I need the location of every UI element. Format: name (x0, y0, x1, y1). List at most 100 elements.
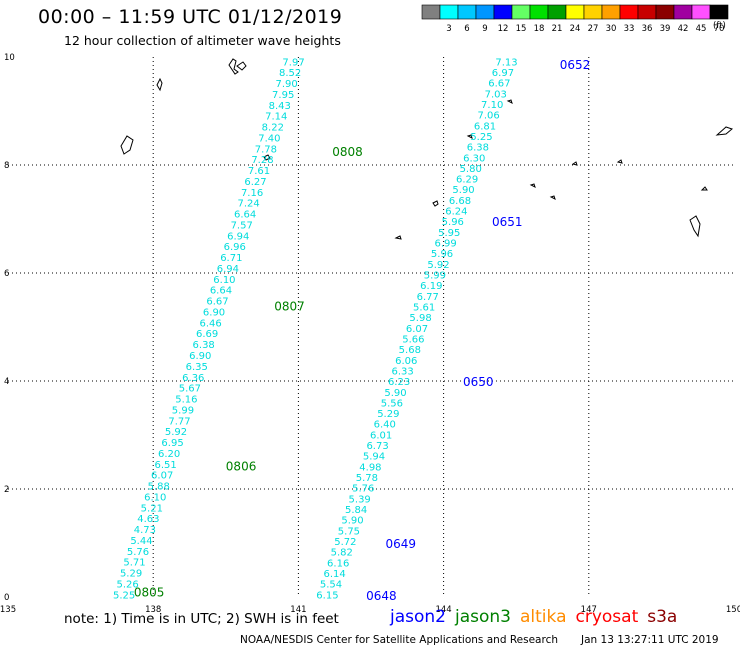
island-outline (396, 236, 401, 239)
wave-height-reading: 5.99 (172, 405, 194, 416)
wave-height-reading: 7.61 (248, 166, 270, 177)
satellite-legend: jason2 jason3 altika cryosat s3a (390, 607, 686, 627)
wave-height-reading: 6.90 (189, 351, 211, 362)
wave-height-reading: 6.64 (210, 286, 232, 297)
wave-height-reading: 6.64 (234, 210, 256, 221)
wave-height-reading: 6.33 (392, 366, 414, 377)
lat-tick-label: 4 (4, 377, 9, 387)
lat-tick-label: 8 (4, 161, 9, 171)
wave-height-reading: 7.57 (231, 220, 253, 231)
wave-height-reading: 5.96 (431, 249, 453, 260)
wave-height-reading: 7.28 (251, 155, 273, 166)
wave-height-reading: 6.38 (467, 143, 489, 154)
wave-height-reading: 5.71 (123, 558, 145, 569)
wave-height-reading: 5.90 (341, 516, 363, 527)
wave-height-reading: 6.16 (327, 558, 349, 569)
wave-height-reading: 6.94 (227, 231, 249, 242)
island-outline (618, 160, 622, 163)
wave-height-reading: 6.77 (417, 292, 439, 303)
wave-height-reading: 6.24 (445, 207, 467, 218)
wave-height-reading: 5.39 (349, 494, 371, 505)
wave-height-reading: 4.98 (359, 462, 381, 473)
wave-height-reading: 5.25 (113, 590, 135, 601)
island-outline (573, 162, 577, 165)
wave-height-reading: 6.51 (155, 460, 177, 471)
wave-height-map: 135 138 141 144 147 1500246810 5.255.265.295.… (0, 0, 740, 650)
wave-height-reading: 5.66 (402, 334, 424, 345)
pass-time-label: 0652 (560, 58, 591, 72)
wave-height-reading: 5.76 (352, 484, 374, 495)
wave-height-reading: 6.19 (420, 281, 442, 292)
wave-height-reading: 4.63 (137, 514, 159, 525)
wave-height-reading: 6.10 (144, 492, 166, 503)
wave-height-reading: 5.16 (175, 395, 197, 406)
pass-time-label: 0808 (332, 145, 363, 159)
credit-text: NOAA/NESDIS Center for Satellite Applica… (240, 634, 558, 646)
wave-height-reading: 7.14 (265, 112, 287, 123)
wave-height-reading: 8.43 (269, 101, 291, 112)
wave-height-reading: 7.90 (276, 79, 298, 90)
generation-timestamp: Jan 13 13:27:11 UTC 2019 (581, 634, 719, 646)
pass-time-label: 0807 (274, 299, 305, 313)
pass-time-label: 0648 (366, 589, 397, 603)
map-grid (8, 57, 734, 597)
island-outline (702, 187, 707, 190)
pass-time-label: 0650 (463, 375, 494, 389)
wave-height-reading: 6.94 (217, 264, 239, 275)
altimeter-map-page: 00:00 – 11:59 UTC 01/12/2019 12 hour col… (0, 0, 740, 650)
wave-height-reading: 5.92 (427, 260, 449, 271)
wave-height-reading: 6.14 (323, 569, 345, 580)
wave-height-reading: 6.38 (193, 340, 215, 351)
wave-height-reading: 7.03 (485, 89, 507, 100)
wave-height-reading: 6.46 (199, 318, 221, 329)
island-outline (433, 201, 438, 206)
wave-height-reading: 7.97 (282, 57, 304, 68)
wave-height-reading: 6.81 (474, 121, 496, 132)
wave-height-reading: 6.20 (158, 449, 180, 460)
wave-height-reading: 5.90 (384, 388, 406, 399)
wave-height-reading: 5.61 (413, 302, 435, 313)
wave-height-reading: 6.40 (374, 420, 396, 431)
wave-height-reading: 6.01 (370, 430, 392, 441)
wave-height-reading: 5.75 (338, 526, 360, 537)
satellite-legend-jason2: jason2 (390, 607, 446, 627)
wave-height-reading: 7.78 (255, 144, 277, 155)
wave-height-reading: 5.84 (345, 505, 367, 516)
wave-height-reading: 6.15 (316, 590, 338, 601)
lat-tick-label: 10 (4, 53, 15, 63)
wave-height-reading: 5.29 (120, 569, 142, 580)
wave-height-reading: 5.92 (165, 427, 187, 438)
satellite-tracks: 5.255.265.295.715.765.444.734.635.216.10… (113, 57, 590, 603)
pass-time-label: 0805 (134, 586, 165, 600)
wave-height-reading: 5.98 (409, 313, 431, 324)
wave-height-reading: 5.68 (399, 345, 421, 356)
wave-height-reading: 6.29 (456, 175, 478, 186)
satellite-legend-s3a: s3a (647, 607, 677, 627)
wave-height-reading: 5.54 (320, 580, 342, 591)
lat-tick-label: 6 (4, 269, 9, 279)
wave-height-reading: 5.78 (356, 473, 378, 484)
wave-height-reading: 6.69 (196, 329, 218, 340)
wave-height-reading: 5.29 (377, 409, 399, 420)
island-outline (121, 136, 133, 154)
wave-height-reading: 6.71 (220, 253, 242, 264)
wave-height-reading: 6.73 (366, 441, 388, 452)
wave-height-reading: 6.67 (488, 79, 510, 90)
wave-height-reading: 5.67 (179, 384, 201, 395)
pass-time-label: 0651 (492, 215, 523, 229)
island-outline (508, 100, 512, 103)
island-outline (531, 184, 535, 187)
island-outline (690, 216, 700, 236)
island-outline (551, 196, 555, 199)
wave-height-reading: 5.76 (127, 547, 149, 558)
island-outline (717, 127, 732, 135)
wave-height-reading: 5.25 (470, 132, 492, 143)
wave-height-reading: 5.94 (363, 452, 385, 463)
wave-height-reading: 7.13 (495, 57, 517, 68)
wave-height-reading: 7.16 (241, 188, 263, 199)
track-jason3: 5.255.265.295.715.765.444.734.635.216.10… (113, 57, 363, 601)
wave-height-reading: 5.80 (460, 164, 482, 175)
lat-tick-label: 2 (4, 485, 9, 495)
wave-height-reading: 6.96 (224, 242, 246, 253)
lon-tick-label: 150 (726, 605, 740, 615)
